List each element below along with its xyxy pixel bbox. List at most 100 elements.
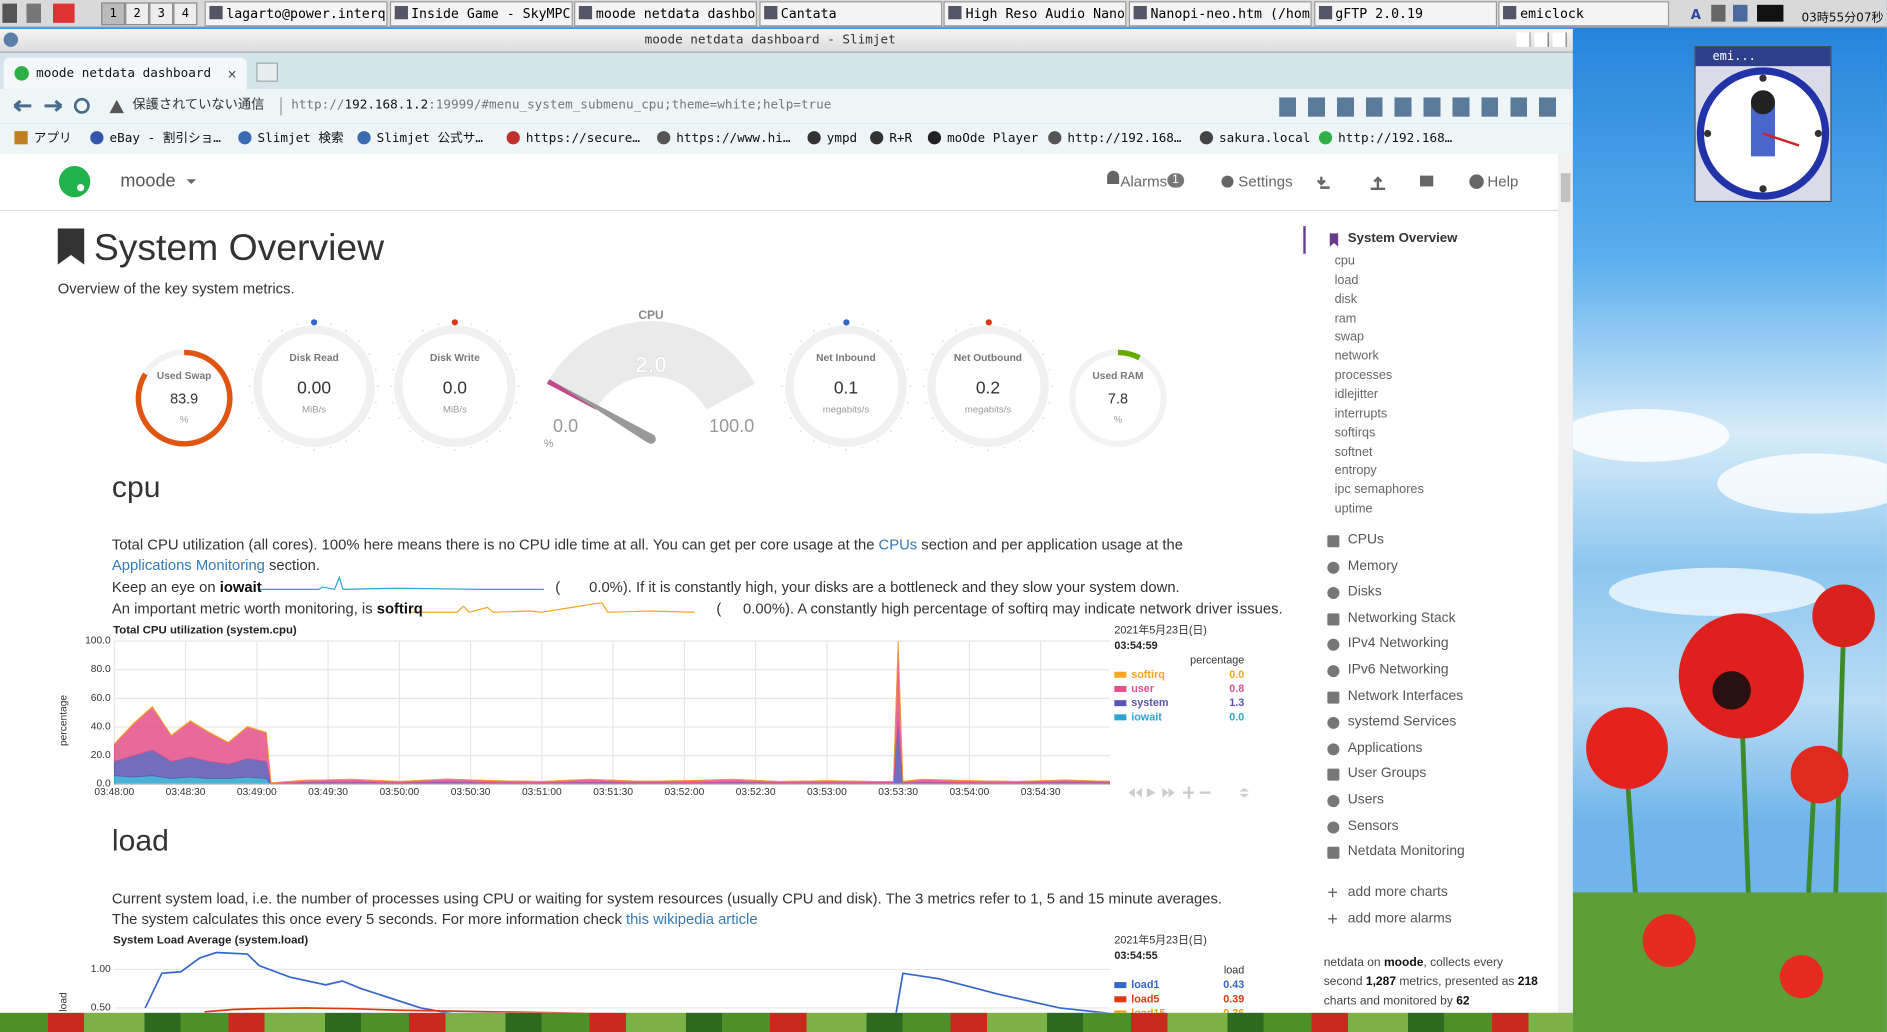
page-subtitle: Overview of the key system metrics. [57,280,295,298]
bookmark[interactable]: R+R [889,131,913,146]
task-button[interactable]: Cantata [759,1,943,27]
gauge-unit: % [544,438,554,450]
sidebar-section[interactable]: CPUs [1347,532,1384,548]
sidebar-section[interactable]: Network Interfaces [1347,688,1464,704]
bookmark[interactable]: sakura.local [1219,131,1311,146]
host-menu[interactable]: moode [120,170,176,192]
workspace[interactable]: 4 [173,2,198,26]
sidebar-icon [1327,639,1340,652]
task-button[interactable]: gFTP 2.0.19 [1313,1,1497,27]
sidebar-section[interactable]: IPv4 Networking [1347,636,1449,652]
gauge-tick [499,340,501,342]
link[interactable]: this wikipedia article [625,909,758,927]
gauge-tick [517,385,520,388]
sidebar-action[interactable]: add more alarms [1347,911,1452,927]
bookmark-icon [238,131,252,145]
sidebar-subitem[interactable]: cpu [1334,253,1355,269]
sidebar-section[interactable]: Applications [1347,740,1423,756]
settings-button[interactable]: Settings [1238,173,1293,191]
bookmark[interactable]: https://secure… [525,131,641,146]
gauge-unit: % [1114,414,1123,425]
bookmark[interactable]: Slimjet 公式サ… [376,131,484,146]
sidebar-footer: netdata on moode, collects every second … [1324,954,1538,1012]
task-icon [394,6,408,20]
text: Current system load, i.e. the number of … [111,890,1222,927]
workspace[interactable]: 1 [101,2,126,26]
sidebar-section[interactable]: Sensors [1347,818,1399,834]
sidebar-section[interactable]: Networking Stack [1347,610,1456,626]
bookmark-icon [1048,131,1062,145]
sidebar-section[interactable]: IPv6 Networking [1347,662,1449,678]
section-title: load [111,823,169,858]
sidebar-subitem[interactable]: disk [1334,291,1358,307]
bookmark-icon [14,131,28,145]
sidebar-section[interactable]: User Groups [1347,766,1427,782]
gauge-value: 2.0 [635,351,667,377]
x-tick-label: 03:51:00 [522,787,562,798]
sidebar-subitem[interactable]: ipc semaphores [1334,482,1424,497]
gauge-tick [251,368,254,371]
y-axis-label: load [58,992,69,1012]
task-button[interactable]: emiclock [1498,1,1670,27]
sidebar-section[interactable]: Users [1347,792,1384,808]
launcher-icons[interactable] [2,3,75,23]
link[interactable]: Applications Monitoring [111,556,265,574]
gauge-unit: MiB/s [302,405,326,416]
sidebar-subitem[interactable]: softnet [1334,444,1373,459]
bookmark[interactable]: ympd [826,131,858,146]
bookmark[interactable]: http://192.168… [1338,131,1453,146]
sidebar-subitem[interactable]: entropy [1334,463,1377,478]
nav-buttons[interactable] [0,89,289,124]
sidebar-section[interactable]: Netdata Monitoring [1347,844,1465,860]
bookmark[interactable]: アプリ [33,131,72,146]
sidebar-section[interactable]: systemd Services [1347,714,1457,730]
x-tick-label: 03:50:00 [379,787,419,798]
sidebar-subitem[interactable]: ram [1334,310,1357,326]
scrollbar[interactable] [1558,153,1573,1013]
bookmark[interactable]: http://192.168… [1067,131,1182,146]
window-titlebar: moode netdata dashboard - Slimjet [0,28,1573,53]
url-path: :19999/#menu_system_submenu_cpu;theme=wh… [428,97,832,112]
task-title: Inside Game - SkyMPC [411,6,571,22]
help-button[interactable]: Help [1487,173,1519,191]
task-button[interactable]: Inside Game - SkyMPC [389,1,573,27]
new-tab[interactable] [256,62,278,82]
task-button[interactable]: moode netdata dashbo... [574,1,758,27]
sidebar-subitem[interactable]: processes [1334,368,1393,383]
sidebar-active[interactable]: System Overview [1347,230,1458,246]
bookmark[interactable]: eBay - 割引ショ… [109,131,221,146]
link[interactable]: CPUs [878,536,918,554]
workspace[interactable]: 2 [125,2,150,26]
sidebar-subitem[interactable]: softirqs [1334,425,1376,440]
url[interactable]: http://192.168.1.2:19999/#menu_system_su… [291,97,832,112]
sidebar-action[interactable]: add more charts [1347,885,1448,900]
gauge-tick [453,448,456,451]
security-indicator[interactable]: 保護されていない通信 [132,97,265,112]
sidebar-section[interactable]: Disks [1347,584,1382,600]
bookmark[interactable]: https://www.hi… [676,131,791,146]
bookmark[interactable]: moOde Player [947,131,1039,146]
task-button[interactable]: Nanopi-neo.htm (/hom... [1128,1,1312,27]
toolbar-icons[interactable] [1279,97,1563,117]
x-tick-label: 03:54:00 [950,787,990,798]
sidebar-subitem[interactable]: interrupts [1334,406,1388,421]
ime-indicator[interactable]: A [1690,7,1702,23]
window-buttons[interactable] [1516,32,1567,47]
bookmark[interactable]: Slimjet 検索 [257,131,344,146]
sidebar-subitem[interactable]: network [1334,349,1379,364]
tab-close[interactable]: × [227,64,237,83]
sidebar-subitem[interactable]: uptime [1334,501,1373,517]
task-button[interactable]: High Reso Audio Nano... [943,1,1127,27]
emiclock-window: emi... [1694,45,1832,203]
tab[interactable]: moode netdata dashboard × [3,57,247,90]
sidebar-section[interactable]: Memory [1347,558,1398,574]
netdata-logo[interactable] [58,165,91,198]
bookmark-icon [357,131,371,145]
workspace[interactable]: 3 [149,2,174,26]
sidebar-subitem[interactable]: swap [1334,330,1365,345]
gauge-value: 0.1 [834,377,858,397]
sidebar-subitem[interactable]: load [1334,272,1359,288]
alarms-button[interactable]: Alarms [1120,173,1168,191]
sidebar-subitem[interactable]: idlejitter [1334,387,1379,402]
task-button[interactable]: lagarto@power.interq... [204,1,388,27]
